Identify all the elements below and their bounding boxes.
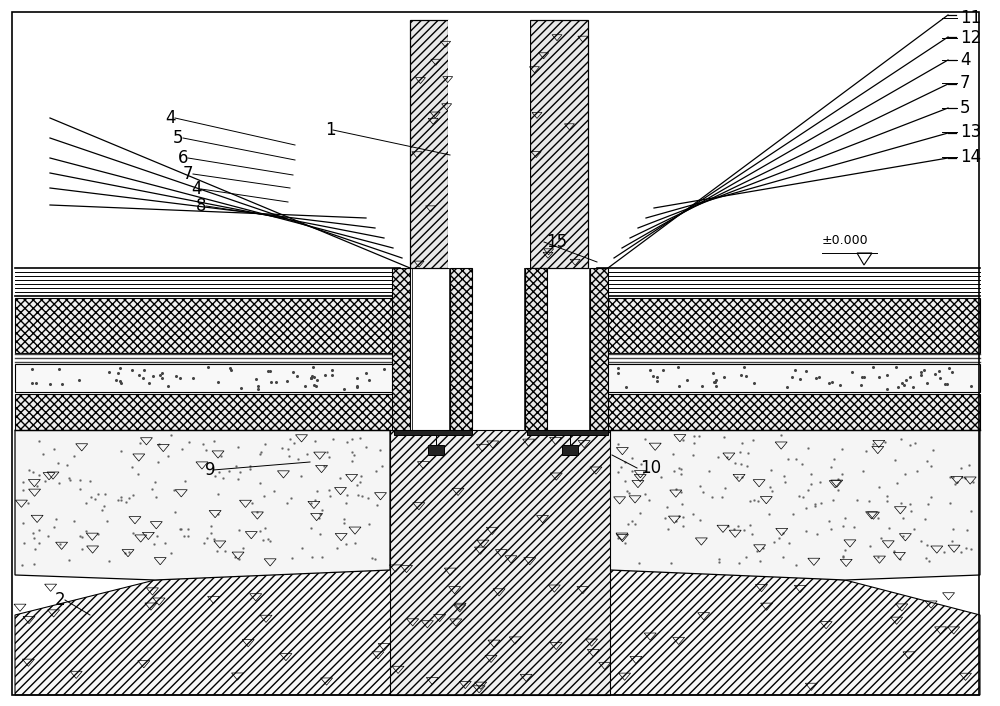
Text: 5: 5 — [173, 129, 184, 147]
Text: 7: 7 — [960, 74, 970, 92]
Polygon shape — [390, 430, 610, 695]
Text: 1: 1 — [325, 121, 336, 139]
Bar — [590, 268, 608, 430]
Text: 8: 8 — [196, 197, 207, 215]
Polygon shape — [15, 430, 390, 580]
Text: 12: 12 — [960, 29, 981, 47]
Bar — [530, 20, 588, 268]
Text: 6: 6 — [178, 149, 188, 167]
Text: 2: 2 — [55, 591, 66, 609]
Text: 4: 4 — [960, 51, 970, 69]
Bar — [597, 298, 980, 353]
Text: 9: 9 — [205, 461, 216, 479]
Text: 14: 14 — [960, 148, 981, 166]
Text: 13: 13 — [960, 123, 981, 141]
Bar — [448, 20, 530, 268]
Bar — [15, 364, 400, 392]
Bar — [597, 364, 980, 392]
Text: 11: 11 — [960, 9, 981, 27]
Text: 15: 15 — [546, 233, 567, 251]
Bar — [392, 268, 410, 430]
Bar — [450, 268, 472, 430]
Bar — [15, 298, 400, 353]
Bar — [525, 268, 547, 430]
Text: ±0.000: ±0.000 — [822, 234, 869, 247]
Text: 10: 10 — [640, 459, 661, 477]
Bar — [15, 394, 400, 430]
Polygon shape — [527, 430, 608, 455]
Polygon shape — [394, 430, 472, 455]
Polygon shape — [610, 430, 980, 580]
Bar — [597, 394, 980, 430]
Text: 5: 5 — [960, 99, 970, 117]
Polygon shape — [15, 565, 980, 695]
Text: 4: 4 — [191, 180, 202, 198]
Text: 7: 7 — [183, 165, 194, 183]
Bar — [410, 20, 448, 268]
Text: 4: 4 — [165, 109, 176, 127]
